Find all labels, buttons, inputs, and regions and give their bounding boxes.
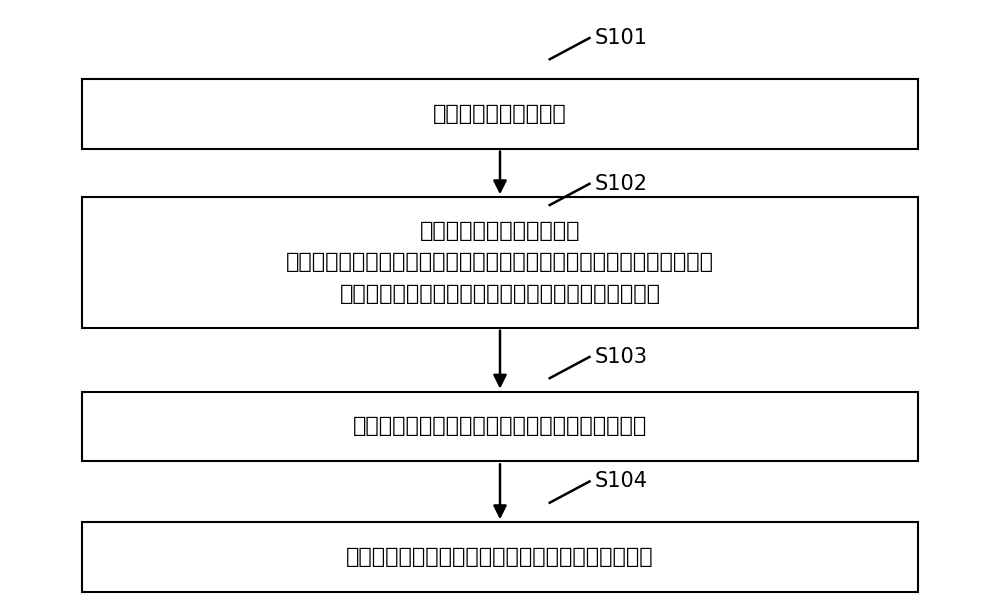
Text: 将上述目标代码与预先存储
的特征代码进行相似度匹配，确定与上述目标代码业务领域相似的目标特
征代码，获取用于描述上述目标特征代码的上下文信息: 将上述目标代码与预先存储 的特征代码进行相似度匹配，确定与上述目标代码业务领域相… — [286, 221, 714, 303]
Text: 确定待审查的目标代码: 确定待审查的目标代码 — [433, 104, 567, 124]
Text: S102: S102 — [594, 174, 647, 194]
Text: S101: S101 — [594, 28, 647, 48]
Bar — [82, 78, 918, 148]
Bar — [82, 392, 918, 462]
Text: 根据上述提示词，生成上述目标代码的代码审查结果: 根据上述提示词，生成上述目标代码的代码审查结果 — [346, 547, 654, 567]
Bar — [82, 197, 918, 328]
Text: 结合上述目标代码与上述上下文信息，生成提示词: 结合上述目标代码与上述上下文信息，生成提示词 — [353, 416, 647, 436]
Text: S103: S103 — [594, 347, 647, 367]
Text: S104: S104 — [594, 471, 647, 492]
Bar — [82, 522, 918, 592]
